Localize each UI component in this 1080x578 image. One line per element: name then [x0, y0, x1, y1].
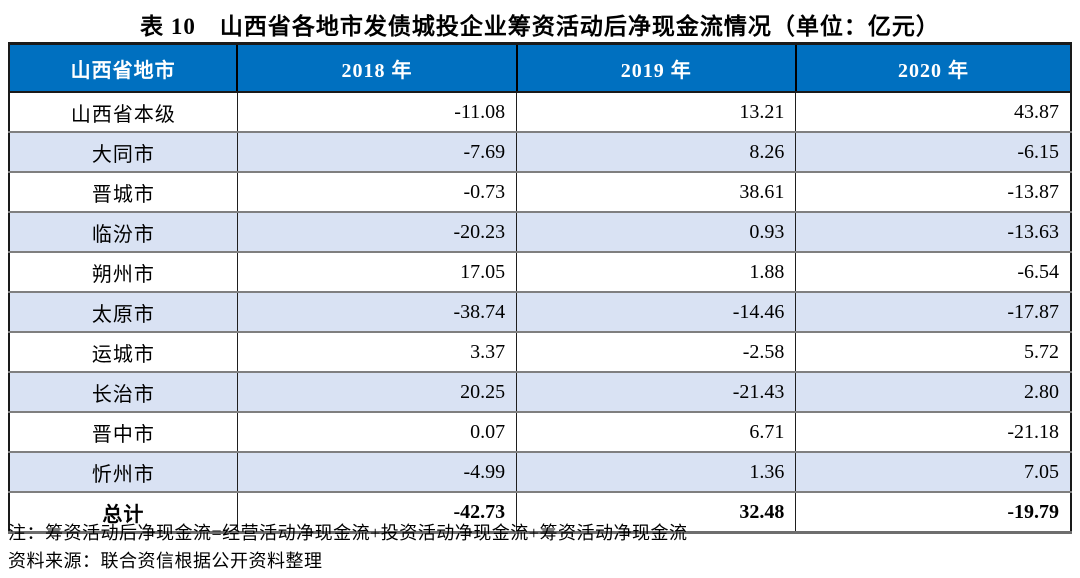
value-2020: 2.80: [795, 372, 1071, 413]
value-2020: -17.87: [795, 292, 1071, 333]
table-row: 运城市 3.37 -2.58 5.72: [9, 332, 1071, 373]
value-2018: -20.23: [236, 212, 517, 253]
region-name: 大同市: [9, 132, 238, 173]
table-row: 太原市 -38.74 -14.46 -17.87: [9, 292, 1071, 333]
region-name: 长治市: [9, 372, 238, 413]
header-year-2018: 2018 年: [236, 43, 517, 93]
value-2018: 0.07: [236, 412, 517, 453]
region-name: 朔州市: [9, 252, 238, 293]
note-source: 资料来源：联合资信根据公开资料整理: [8, 551, 323, 571]
value-2020: 7.05: [795, 452, 1071, 493]
region-name: 晋城市: [9, 172, 238, 213]
region-name: 忻州市: [9, 452, 238, 493]
table-row: 晋城市 -0.73 38.61 -13.87: [9, 172, 1071, 213]
value-2018: 3.37: [236, 332, 517, 373]
value-2019: -21.43: [516, 372, 796, 413]
value-2020: -6.15: [795, 132, 1071, 173]
table-row: 临汾市 -20.23 0.93 -13.63: [9, 212, 1071, 253]
total-2020: -19.79: [795, 492, 1071, 533]
value-2019: 8.26: [516, 132, 796, 173]
footnotes: 注：筹资活动后净现金流=经营活动净现金流+投资活动净现金流+筹资活动净现金流 资…: [8, 519, 1072, 575]
value-2020: -6.54: [795, 252, 1071, 293]
value-2019: 6.71: [516, 412, 796, 453]
table-row: 大同市 -7.69 8.26 -6.15: [9, 132, 1071, 173]
value-2020: -21.18: [795, 412, 1071, 453]
table-row: 晋中市 0.07 6.71 -21.18: [9, 412, 1071, 453]
region-name: 运城市: [9, 332, 238, 373]
value-2020: 43.87: [795, 92, 1071, 133]
value-2018: -0.73: [236, 172, 517, 213]
header-year-2019: 2019 年: [515, 43, 796, 93]
value-2019: 0.93: [516, 212, 796, 253]
value-2019: -2.58: [516, 332, 796, 373]
value-2019: 38.61: [516, 172, 796, 213]
header-year-2020: 2020 年: [794, 43, 1071, 93]
total-2018: -42.73: [236, 492, 517, 533]
value-2018: 17.05: [236, 252, 517, 293]
value-2018: -7.69: [236, 132, 517, 173]
table-row: 朔州市 17.05 1.88 -6.54: [9, 252, 1071, 293]
note-formula: 注：筹资活动后净现金流=经营活动净现金流+投资活动净现金流+筹资活动净现金流: [8, 523, 688, 543]
total-2019: 32.48: [516, 492, 796, 533]
table-title: 表 10 山西省各地市发债城投企业筹资活动后净现金流情况（单位：亿元）: [140, 14, 940, 39]
value-2020: -13.87: [795, 172, 1071, 213]
region-name: 晋中市: [9, 412, 238, 453]
region-name: 太原市: [9, 292, 238, 333]
region-name: 山西省本级: [9, 92, 238, 133]
table-row: 长治市 20.25 -21.43 2.80: [9, 372, 1071, 413]
value-2018: 20.25: [236, 372, 517, 413]
value-2019: -14.46: [516, 292, 796, 333]
total-label: 总计: [9, 492, 238, 533]
value-2019: 13.21: [516, 92, 796, 133]
value-2019: 1.36: [516, 452, 796, 493]
table-row: 山西省本级 -11.08 13.21 43.87: [9, 92, 1071, 133]
value-2019: 1.88: [516, 252, 796, 293]
header-region-column: 山西省地市: [9, 43, 238, 93]
value-2018: -38.74: [236, 292, 517, 333]
table-row: 忻州市 -4.99 1.36 7.05: [9, 452, 1071, 493]
net-cashflow-table: 山西省地市 2018 年 2019 年 2020 年 山西省本级 -11.08 …: [8, 42, 1072, 534]
region-name: 临汾市: [9, 212, 238, 253]
value-2018: -4.99: [236, 452, 517, 493]
value-2020: 5.72: [795, 332, 1071, 373]
table-header-row: 山西省地市 2018 年 2019 年 2020 年: [9, 43, 1071, 93]
table-total-row: 总计 -42.73 32.48 -19.79: [9, 492, 1071, 533]
value-2018: -11.08: [236, 92, 517, 133]
value-2020: -13.63: [795, 212, 1071, 253]
